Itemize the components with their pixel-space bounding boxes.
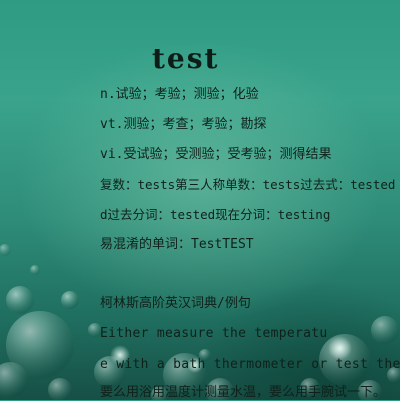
confusable-words: 易混淆的单词：TestTEST bbox=[100, 237, 254, 252]
word-forms: 复数：tests第三人称单数：tests过去式：tested bbox=[100, 177, 396, 192]
headword: test bbox=[152, 42, 220, 75]
definition-noun: n.试验；考验；测验；化验 bbox=[100, 87, 259, 102]
example-sentence: Either measure the temperatu bbox=[100, 326, 328, 341]
definition-transitive-verb: vt.测验；考查；考验；勘探 bbox=[100, 117, 267, 132]
definition-intransitive-verb: vi.受试验；受测验；受考验；测得结果 bbox=[100, 147, 332, 162]
word-forms-continued: d过去分词：tested现在分词：testing bbox=[100, 207, 331, 222]
example-sentence-continued: e with a bath thermometer or test the bbox=[100, 357, 400, 372]
examples-section-title: 柯林斯高阶英汉词典/例句 bbox=[100, 296, 251, 311]
example-translation: 要么用浴用温度计测量水温，要么用手腕试一下。 bbox=[100, 385, 387, 400]
